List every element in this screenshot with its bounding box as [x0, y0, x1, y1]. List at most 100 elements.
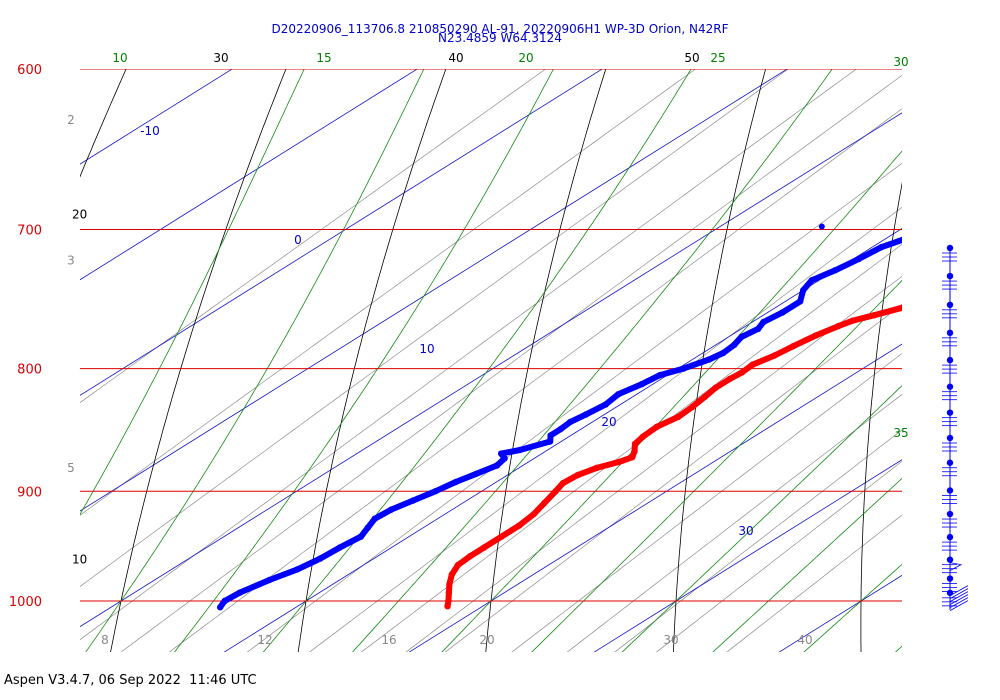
temperature-point — [516, 522, 523, 529]
dewpoint-point — [497, 450, 505, 457]
dewpoint-point — [294, 566, 301, 573]
wind-level-marker — [946, 272, 954, 280]
dewpoint-point — [903, 235, 909, 241]
temperature-point — [446, 581, 453, 588]
moist-adiabat-line — [441, 150, 902, 652]
temperature-point — [653, 423, 661, 431]
dry-adiabat-line — [0, 0, 2, 681]
mixing-ratio-line — [655, 460, 902, 652]
wind-barb-pennant — [949, 562, 963, 572]
mixing-ratio-label: 30 — [663, 633, 678, 647]
temperature-point — [445, 597, 452, 605]
mixing-ratio-line — [566, 393, 902, 652]
wind-barb-tick — [949, 588, 969, 599]
isotherm-label: 0 — [294, 233, 302, 247]
temperature-point — [920, 295, 926, 301]
moist-adiabat-line — [531, 279, 902, 652]
temperature-point — [466, 553, 474, 560]
mixing-ratio-label: 12 — [257, 633, 272, 647]
moist-adiabat-line — [174, 69, 554, 652]
dewpoint-point — [731, 341, 738, 349]
dewpoint-point — [796, 298, 804, 305]
dry-adiabat-label: 50 — [684, 51, 699, 65]
temperature-point — [615, 458, 623, 466]
dewpoint-top-marker — [818, 223, 825, 230]
dewpoint-point — [831, 267, 839, 274]
dewpoint-point — [432, 488, 439, 495]
isotherm-label: 10 — [419, 342, 434, 356]
dewpoint-point — [779, 309, 786, 316]
mixing-ratio-line — [405, 275, 902, 652]
dewpoint-point — [473, 470, 480, 477]
dewpoint-point — [387, 506, 395, 513]
isotherm-line — [80, 69, 788, 512]
isotherm-line — [408, 343, 902, 652]
temperature-point — [989, 256, 995, 262]
temperature-point — [530, 510, 537, 518]
pressure-label: 800 — [17, 363, 42, 378]
temperature-point — [896, 305, 902, 312]
dry-adiabat-line — [80, 69, 127, 178]
dewpoint-point — [800, 287, 807, 294]
isotherm-line — [223, 228, 902, 652]
temperature-point — [444, 602, 451, 610]
temperature-point — [789, 343, 797, 350]
temperature-point — [574, 471, 582, 479]
moist-adiabat-line — [85, 69, 425, 652]
dewpoint-point — [557, 426, 564, 433]
dewpoint-point — [567, 418, 574, 426]
mixing-ratio-label: 2 — [67, 113, 75, 127]
dewpoint-point — [216, 604, 224, 611]
dewpoint-point — [409, 497, 417, 504]
wind-level-marker — [946, 409, 954, 416]
mixing-ratio-label: 20 — [479, 633, 494, 647]
dewpoint-point — [317, 555, 324, 562]
wind-level-marker — [946, 434, 954, 442]
dewpoint-point — [516, 446, 524, 454]
moist-adiabat-line — [712, 477, 902, 652]
dewpoint-point — [656, 371, 664, 379]
isotherm-line — [778, 574, 902, 652]
isotherm-line — [593, 459, 902, 652]
temperature-point — [559, 479, 567, 487]
wind-barb-column — [942, 244, 969, 611]
temperature-point — [726, 375, 733, 383]
dewpoint-point — [916, 231, 922, 237]
dewpoint-point — [493, 462, 501, 469]
temperature-point — [771, 352, 778, 359]
dewpoint-point — [680, 365, 687, 372]
wind-level-marker — [946, 329, 954, 337]
dewpoint-point — [336, 544, 343, 551]
mixing-ratio-line — [614, 429, 902, 652]
isotherm-line — [80, 69, 233, 165]
wind-barb-tick — [949, 594, 969, 605]
dewpoint-point — [808, 277, 815, 284]
mixing-ratio-line — [511, 353, 902, 652]
mixing-ratio-line — [80, 69, 697, 516]
temperature-point — [701, 393, 708, 401]
dry-adiabat-line — [860, 181, 902, 652]
wind-level-marker — [946, 383, 954, 390]
temperature-point — [454, 561, 462, 569]
dewpoint-point — [614, 391, 622, 398]
moist-adiabat-label: 15 — [316, 51, 331, 65]
wind-level-marker — [946, 533, 954, 541]
mixing-ratio-line — [246, 162, 902, 652]
mixing-ratio-line — [168, 108, 902, 652]
dewpoint-point — [582, 411, 590, 418]
dewpoint-point — [754, 325, 762, 333]
mixing-ratio-label: 16 — [381, 633, 396, 647]
moist-adiabat-label: 10 — [112, 51, 127, 65]
wind-level-marker — [946, 575, 954, 582]
dewpoint-point — [364, 524, 372, 531]
wind-level-marker — [946, 301, 954, 309]
moist-adiabat-line — [80, 69, 305, 516]
temperature-point — [631, 447, 638, 455]
mixing-ratio-line — [120, 74, 902, 652]
isotherm-label: 20 — [601, 415, 616, 429]
wind-barb-tick — [949, 591, 969, 602]
background-grid — [0, 0, 902, 681]
wind-barb-tick — [949, 597, 969, 608]
temperature-point — [541, 499, 548, 506]
